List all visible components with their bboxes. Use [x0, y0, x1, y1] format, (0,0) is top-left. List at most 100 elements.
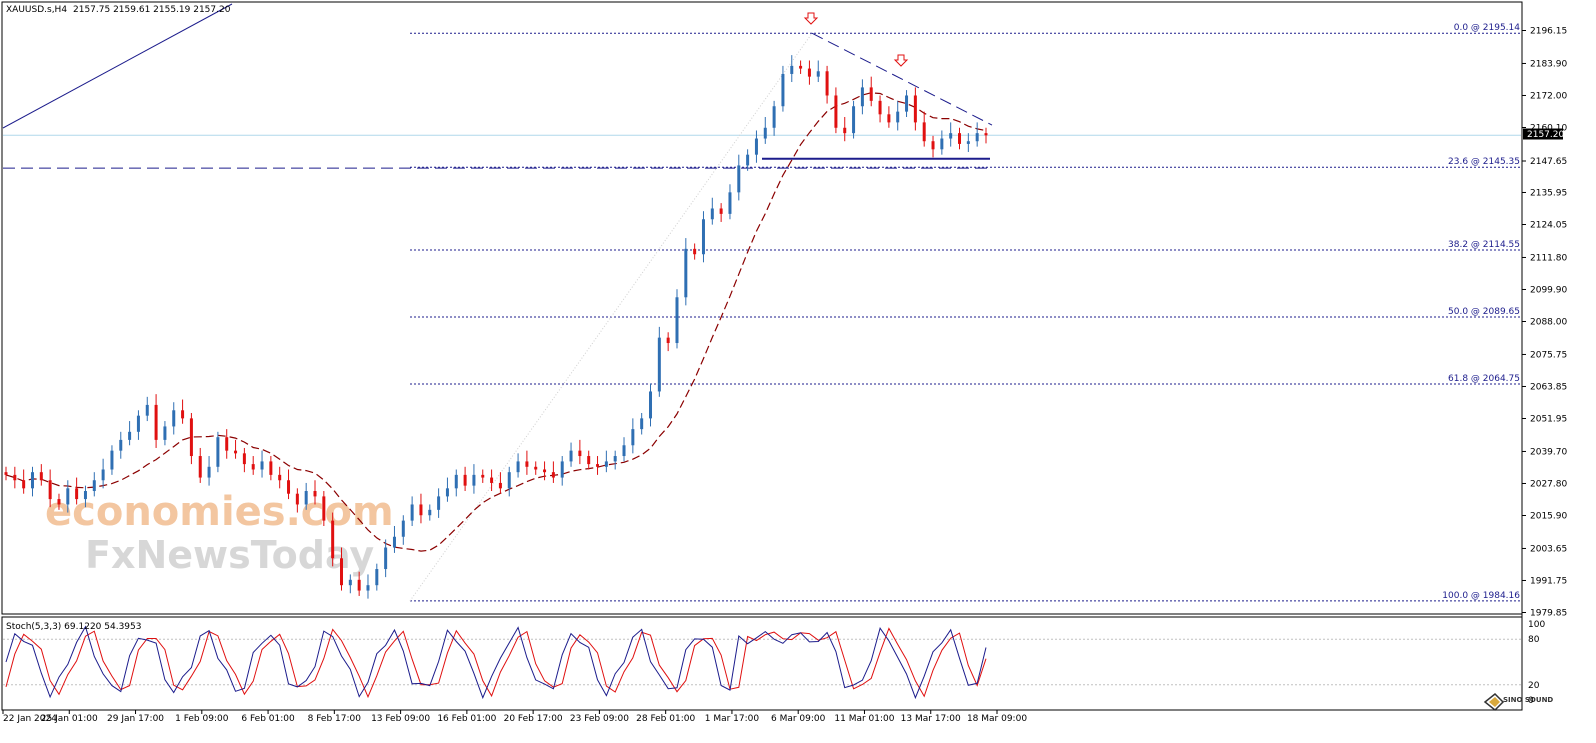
y-tick-label: 1979.85	[1530, 609, 1567, 619]
x-tick-label: 22 Jan 2024	[3, 714, 57, 724]
candle	[4, 466, 8, 481]
candle	[410, 496, 414, 526]
candle	[675, 289, 679, 349]
candle	[807, 60, 811, 85]
drawing-lines	[2, 3, 1521, 602]
candle	[905, 90, 909, 118]
watermark-corner-text: SINO SOUND	[1503, 696, 1553, 704]
y-tick-label: 2135.95	[1530, 188, 1567, 198]
y-tick-label: 2088.00	[1530, 318, 1567, 328]
candle	[719, 203, 723, 222]
y-tick-label: 2147.65	[1530, 157, 1567, 167]
descending-trendline	[811, 32, 993, 126]
fib-label: 61.8 @ 2064.75	[1448, 374, 1520, 384]
candle	[419, 493, 423, 524]
symbol-label: XAUUSD.s,H4	[6, 5, 67, 15]
y-tick-label: 2027.80	[1530, 479, 1567, 489]
candle	[728, 184, 732, 220]
candle	[958, 127, 962, 150]
y-tick-label: 2063.85	[1530, 382, 1567, 392]
candle	[401, 515, 405, 545]
x-tick-label: 28 Feb 01:00	[636, 714, 695, 724]
candle	[613, 450, 617, 470]
stoch-main-line	[5, 625, 987, 700]
candle	[128, 421, 132, 446]
candle	[684, 238, 688, 306]
sino-sound-logo-icon: SINO SOUND	[1483, 692, 1553, 712]
candle	[852, 100, 856, 139]
candle	[445, 477, 449, 502]
candle	[516, 453, 520, 478]
x-tick-label: 6 Mar 09:00	[771, 714, 826, 724]
candles	[4, 55, 988, 599]
candle	[701, 211, 705, 263]
candle	[181, 399, 185, 424]
candle	[295, 488, 299, 513]
y-tick-label: 2075.75	[1530, 350, 1567, 360]
down-arrow-icon	[803, 12, 819, 25]
fibonacci-levels: 0.0 @ 2195.14 23.6 @ 2145.35 38.2 @ 2114.5…	[410, 23, 1521, 602]
candle	[860, 79, 864, 115]
x-tick-label: 11 Mar 01:00	[834, 714, 894, 724]
candle	[225, 429, 229, 459]
candle	[83, 485, 87, 508]
candle	[737, 154, 741, 201]
y-tick-label: 2015.90	[1530, 512, 1567, 522]
candle	[392, 525, 396, 553]
candle	[304, 482, 308, 510]
candle	[348, 574, 352, 594]
candle	[366, 574, 370, 599]
down-arrow-icon	[893, 54, 909, 67]
candle	[322, 491, 326, 526]
candle	[551, 461, 555, 483]
candle	[543, 461, 547, 481]
watermark-economies: economies.com	[45, 489, 394, 535]
price-axis: 2196.152183.902172.002160.102147.652135.…	[1522, 27, 1567, 619]
x-tick-label: 13 Feb 09:00	[371, 714, 430, 724]
candle	[490, 469, 494, 492]
fib-label: 23.6 @ 2145.35	[1448, 157, 1520, 167]
candle	[22, 469, 26, 494]
candle	[498, 472, 502, 494]
y-tick-label: 2003.65	[1530, 544, 1567, 554]
candle	[110, 445, 114, 475]
stoch-signal-line	[5, 627, 987, 699]
candle	[216, 431, 220, 473]
x-tick-label: 25 Jan 01:00	[41, 714, 98, 724]
candle	[781, 65, 785, 112]
candle	[463, 466, 467, 492]
candle	[763, 117, 767, 144]
fib-retracement-diagonal	[409, 32, 813, 602]
candle	[278, 466, 282, 489]
candle	[790, 55, 794, 83]
y-tick-label: 2039.70	[1530, 447, 1567, 457]
candle	[666, 332, 670, 352]
x-tick-label: 1 Mar 17:00	[705, 714, 760, 724]
candle	[75, 477, 79, 505]
stochastic-oscillator: 100 80 20 0	[3, 620, 1545, 706]
candle	[339, 547, 343, 591]
candle	[260, 450, 264, 478]
candle	[746, 149, 750, 171]
fib-label: 38.2 @ 2114.55	[1448, 240, 1520, 250]
candle	[975, 122, 979, 147]
x-tick-label: 1 Feb 09:00	[175, 714, 229, 724]
candle	[375, 563, 379, 591]
candle	[154, 394, 158, 448]
candle	[472, 464, 476, 494]
x-tick-label: 29 Jan 17:00	[107, 714, 164, 724]
candle	[649, 383, 653, 427]
y-tick-label: 2099.90	[1530, 285, 1567, 295]
y-tick-label: 2172.00	[1530, 91, 1567, 101]
candle	[869, 76, 873, 107]
candle	[242, 447, 246, 473]
candle	[887, 106, 891, 128]
candle	[428, 504, 432, 521]
candle	[251, 456, 255, 475]
candle	[101, 458, 105, 489]
candle	[39, 464, 43, 486]
candle	[631, 418, 635, 454]
candle	[507, 466, 511, 497]
